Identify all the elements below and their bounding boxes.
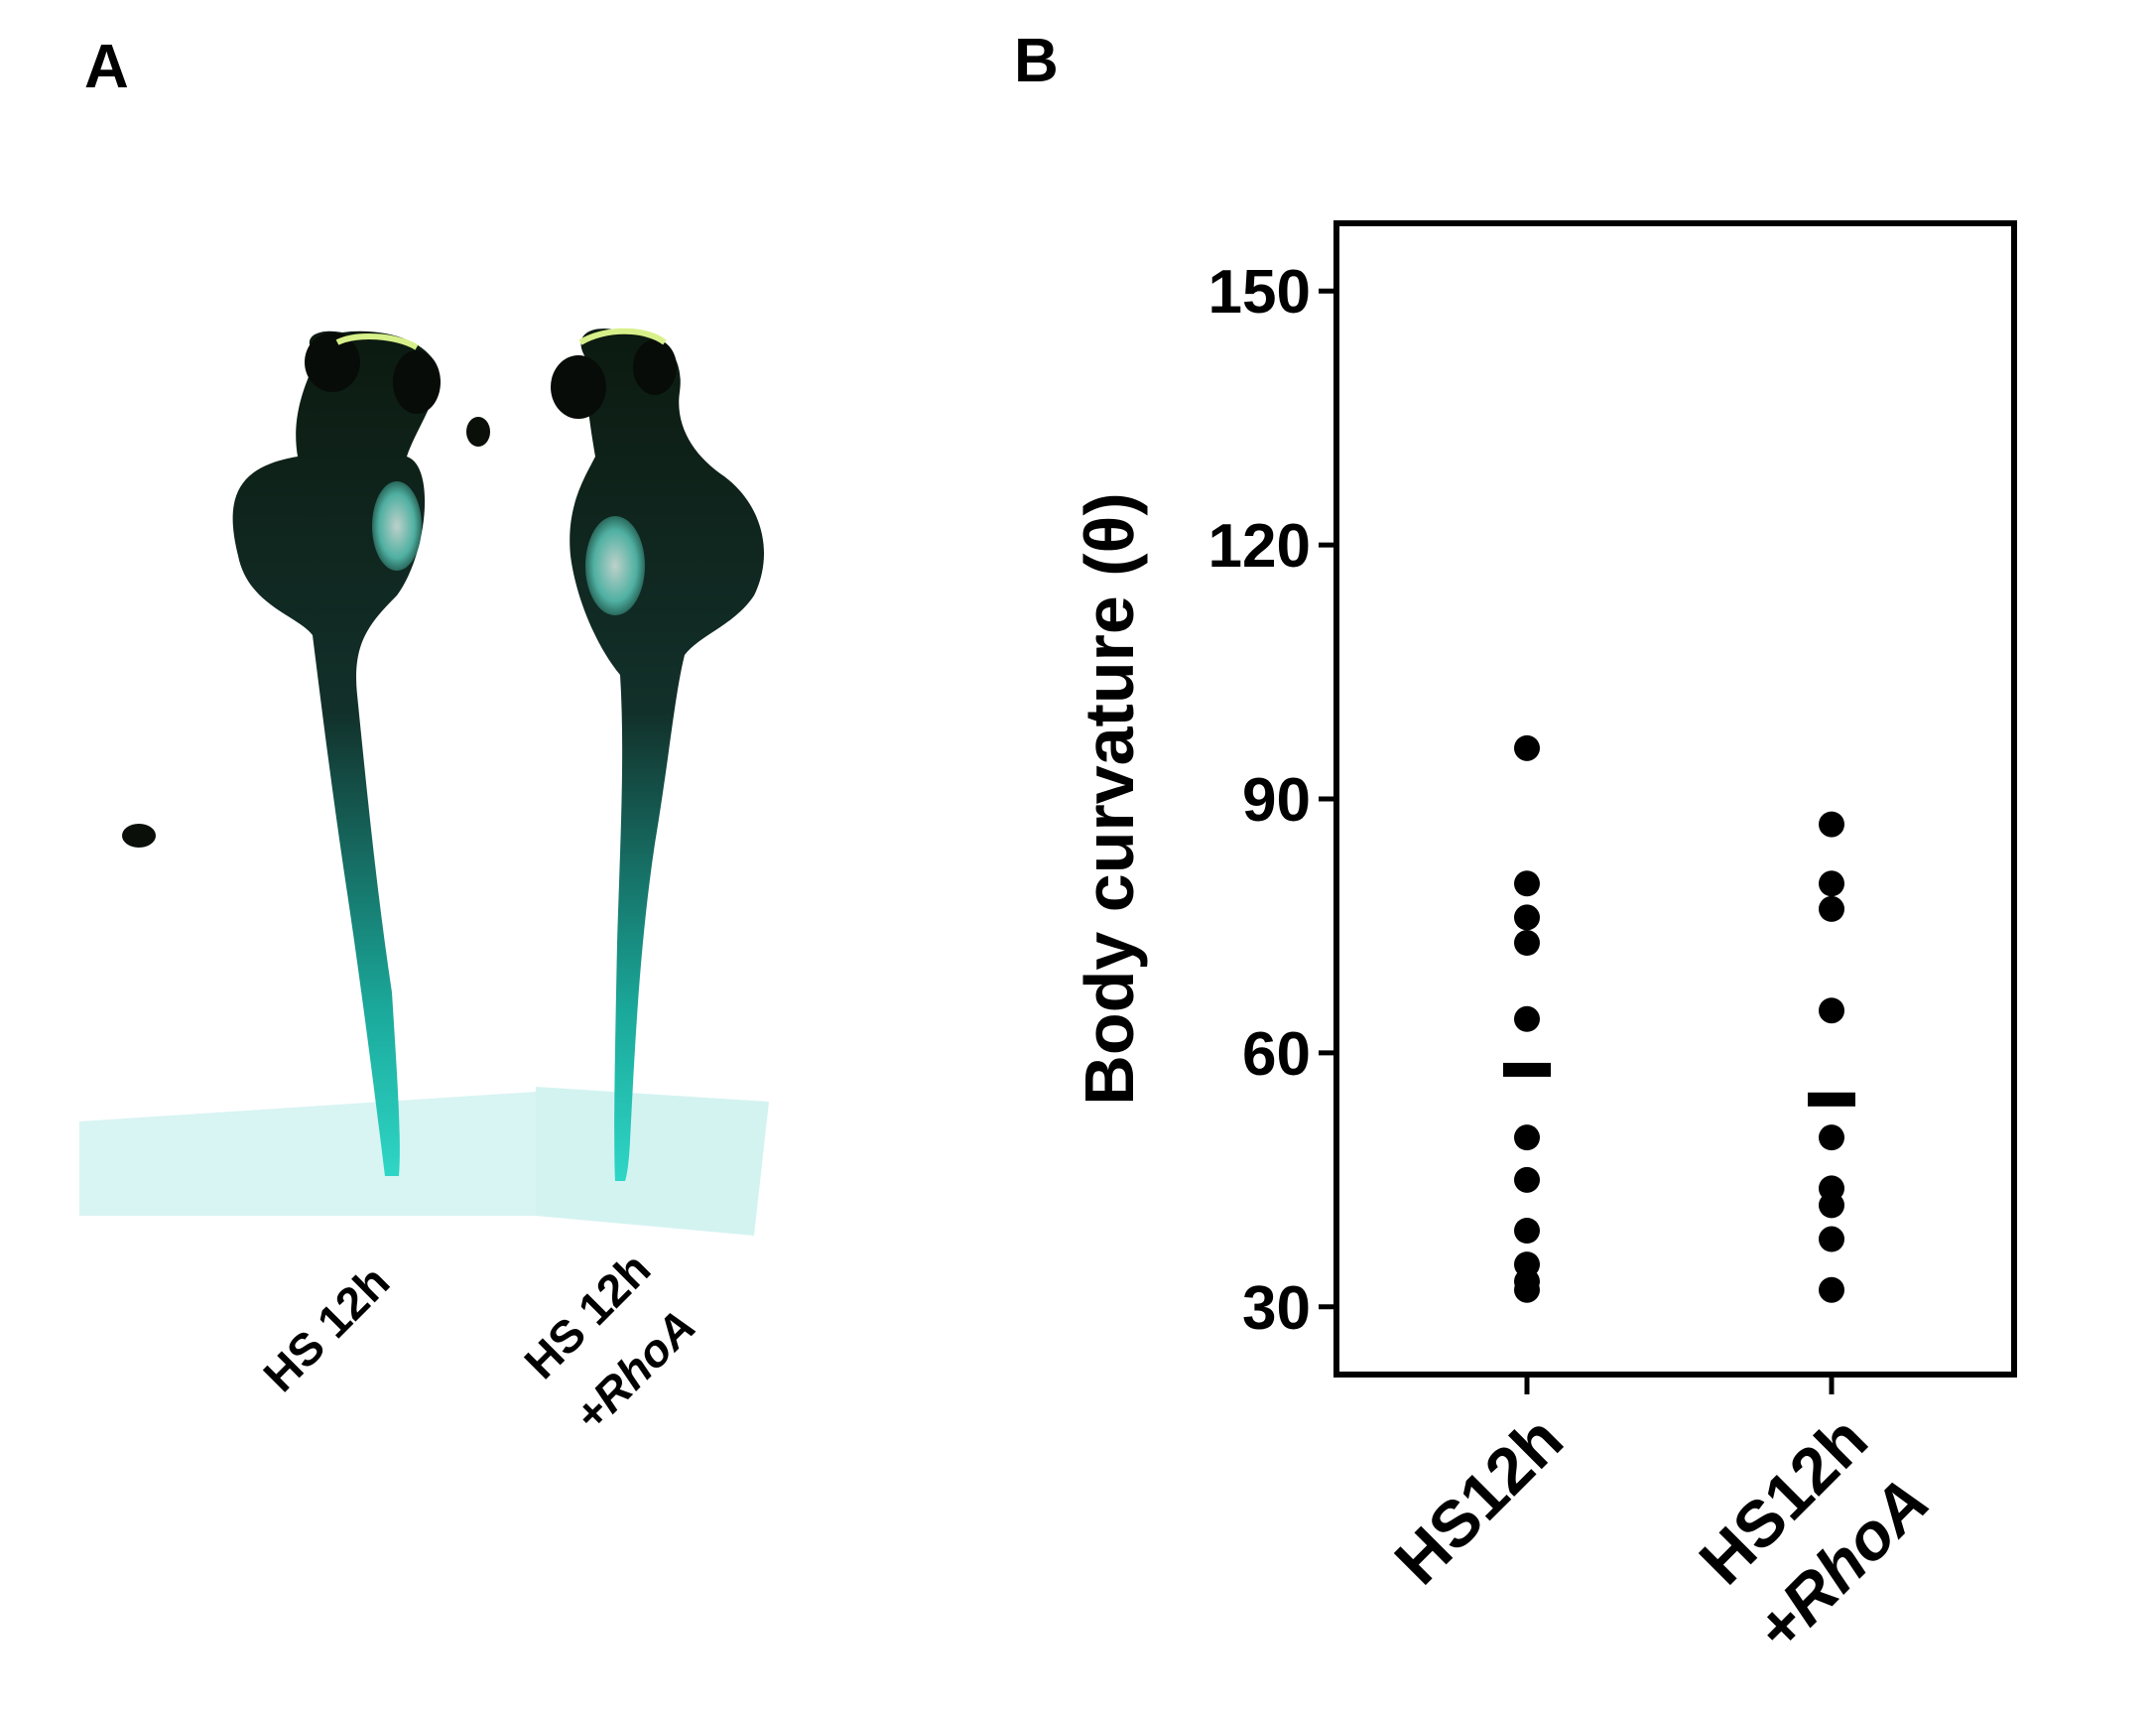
zebrafish-photo-panel: HS 12h HS 12h +RhoA — [79, 328, 769, 1441]
data-point — [1819, 811, 1844, 838]
data-marks — [1503, 734, 1855, 1303]
data-point — [1819, 895, 1844, 922]
data-point — [1819, 1226, 1844, 1252]
data-point — [1819, 1192, 1844, 1219]
data-point — [1514, 1005, 1540, 1032]
data-point — [1819, 1124, 1844, 1151]
data-point — [1819, 1276, 1844, 1303]
data-point — [1514, 904, 1540, 931]
mean-bar — [1503, 1062, 1551, 1077]
y-tick-label: 60 — [1242, 1020, 1311, 1089]
body-curvature-chart: 30 60 90 120 150 HS12h HS12h+RhoA Body curvat… — [1071, 220, 2017, 1666]
mean-bar — [1808, 1092, 1855, 1107]
zebrafish-hs12h — [122, 330, 490, 1176]
x-tick-label: HS12h — [1380, 1402, 1577, 1599]
y-tick-label: 90 — [1242, 766, 1311, 835]
data-point — [1514, 1276, 1540, 1303]
panel-label-b: B — [1014, 27, 1059, 95]
y-tick-label: 120 — [1208, 512, 1311, 581]
data-point — [1514, 1166, 1540, 1193]
y-axis: 30 60 90 120 150 — [1208, 258, 1336, 1343]
photo-label-hs12h: HS 12h — [253, 1255, 399, 1401]
plot-frame — [1333, 220, 2017, 1378]
x-axis: HS12h HS12h+RhoA — [1380, 1375, 1943, 1666]
y-axis-label: Body curvature (θ) — [1071, 492, 1148, 1105]
photo-background-left — [79, 1092, 536, 1216]
data-point — [1819, 997, 1844, 1024]
data-point — [1819, 870, 1844, 897]
data-point — [1514, 930, 1540, 956]
data-point — [1514, 734, 1540, 761]
data-point — [1514, 1124, 1540, 1151]
y-tick-label: 30 — [1242, 1274, 1311, 1343]
data-point — [1514, 870, 1540, 897]
data-point — [1514, 1218, 1540, 1244]
panel-label-a: A — [84, 33, 129, 101]
photo-background-right — [536, 1087, 769, 1236]
zebrafish-hs12h-rhoa — [551, 328, 764, 1181]
y-tick-label: 150 — [1208, 258, 1311, 327]
